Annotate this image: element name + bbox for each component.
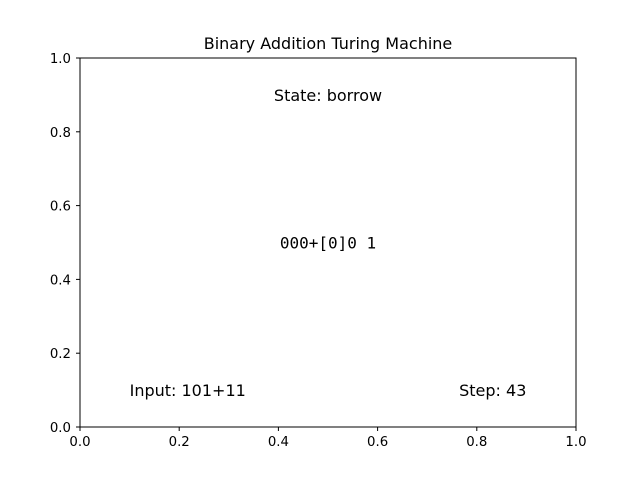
y-tick-label: 1.0	[50, 52, 71, 67]
x-tick-label: 1.0	[565, 435, 586, 450]
step-text: Step: 43	[459, 381, 526, 400]
state-text: State: borrow	[274, 86, 382, 105]
x-tick-label: 0.2	[169, 435, 190, 450]
y-tick-label: 0.2	[50, 347, 71, 362]
ticks-layer: 0.0 0.2 0.4 0.6 0.8 1.0 0.0 0.2 0.4 0.6 0.8 1.0	[50, 52, 587, 450]
axes-frame	[79, 57, 577, 428]
tape-text: 000+[0]0 1	[280, 234, 376, 253]
x-tick-label: 0.6	[367, 435, 388, 450]
input-text: Input: 101+11	[130, 381, 246, 400]
y-tick-label: 0.8	[50, 126, 71, 141]
y-tick-label: 0.6	[50, 200, 71, 215]
x-tick-label: 0.0	[69, 435, 90, 450]
y-tick-label: 0.0	[50, 421, 71, 436]
y-tick-label: 0.4	[50, 273, 71, 288]
annotation-layer: State: borrow 000+[0]0 1 Input: 101+11 Step…	[130, 86, 527, 400]
x-tick-label: 0.8	[466, 435, 487, 450]
chart-title: Binary Addition Turing Machine	[204, 34, 453, 53]
x-tick-label: 0.4	[268, 435, 289, 450]
